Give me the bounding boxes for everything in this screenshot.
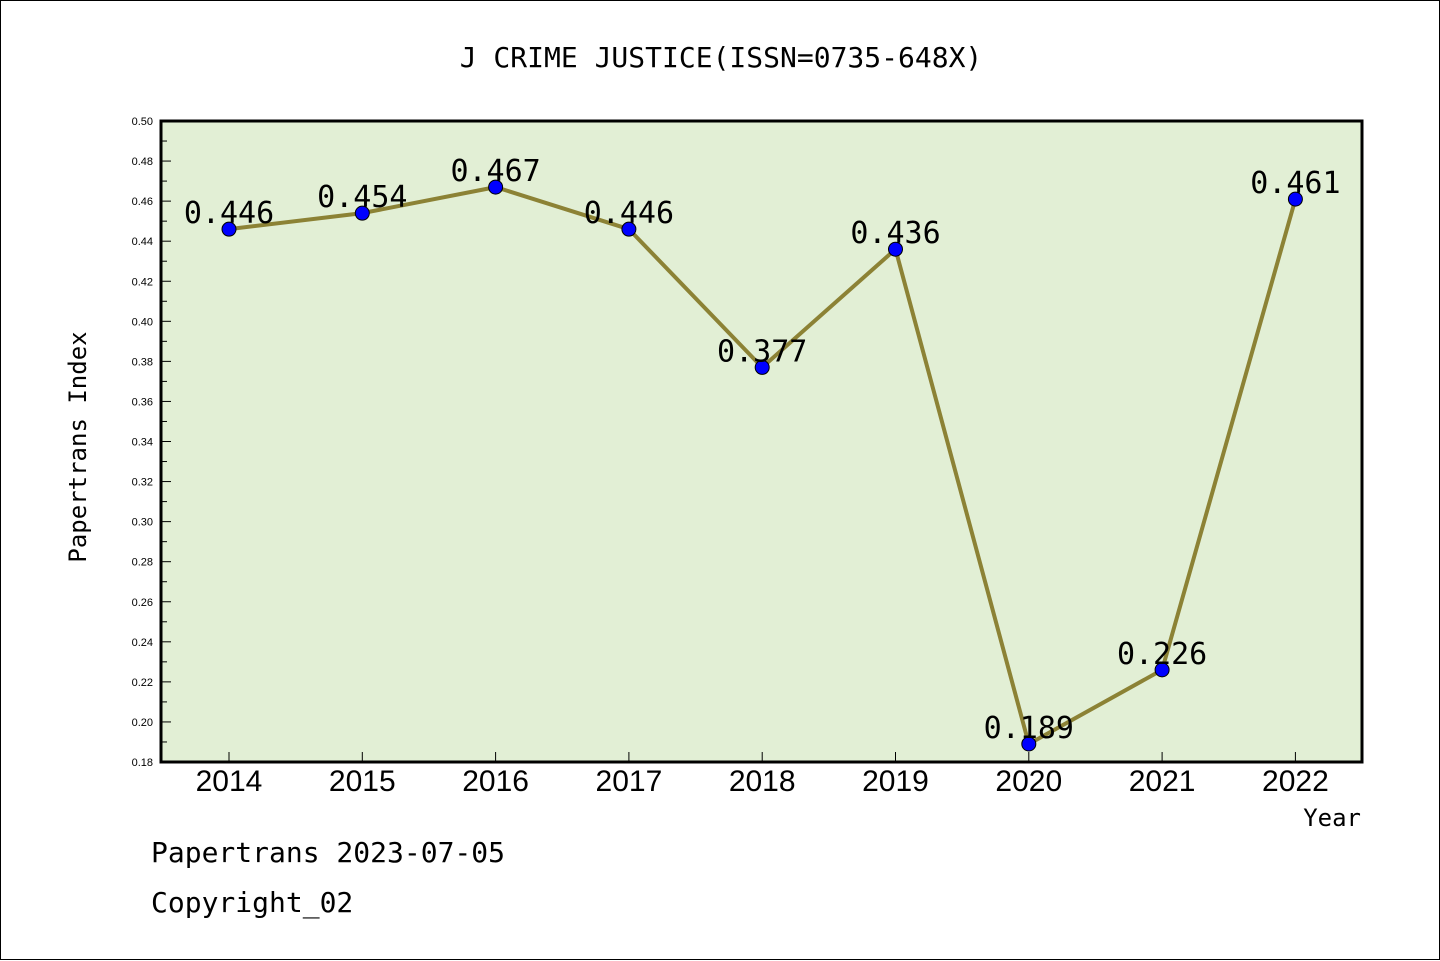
data-point [888, 241, 903, 257]
data-point [1287, 191, 1303, 207]
data-point [221, 221, 237, 237]
y-axis: 0.18 0.20 0.22 0.24 0.26 0.28 0.30 0.32 0.34 0.36… [132, 116, 171, 769]
y-tick-label: 0.34 [132, 437, 153, 449]
y-axis-label: Papertrans Index [64, 331, 92, 562]
footer-date: Papertrans 2023-07-05 [151, 836, 506, 869]
data-point [1021, 736, 1037, 752]
y-tick-label: 0.26 [132, 597, 153, 609]
x-axis: 2014 2015 2016 2017 2018 2019 2020 2021 2022 [196, 752, 1329, 798]
data-point [754, 359, 770, 375]
y-tick-label: 0.28 [132, 557, 153, 569]
x-tick-label: 2015 [329, 765, 396, 798]
y-tick-label: 0.50 [132, 116, 153, 128]
y-tick-label: 0.30 [132, 517, 153, 529]
data-point [621, 221, 637, 237]
data-label: 0.454 [317, 180, 407, 215]
y-tick-label: 0.20 [132, 717, 153, 729]
x-tick-label: 2021 [1129, 765, 1196, 798]
data-label: 0.436 [850, 216, 940, 251]
x-tick-label: 2014 [196, 765, 263, 798]
data-labels: 0.446 0.454 0.467 0.446 0.377 0.436 0.189 0.226… [184, 154, 1341, 746]
y-tick-label: 0.24 [132, 637, 153, 649]
data-label: 0.226 [1117, 637, 1207, 672]
x-tick-label: 2017 [596, 765, 663, 798]
data-point [1154, 662, 1170, 678]
x-tick-label: 2019 [862, 765, 929, 798]
footer-copyright: Copyright_02 [151, 886, 354, 919]
y-tick-label: 0.36 [132, 396, 153, 408]
data-label: 0.189 [984, 711, 1074, 746]
plot-area [159, 119, 1364, 764]
y-tick-label: 0.48 [132, 156, 153, 168]
data-point [354, 205, 370, 221]
data-markers [221, 179, 1303, 752]
x-tick-label: 2016 [462, 765, 529, 798]
y-tick-label: 0.22 [132, 677, 153, 689]
data-label: 0.467 [450, 154, 540, 189]
chart-title: J CRIME JUSTICE(ISSN=0735-648X) [460, 41, 983, 74]
data-point [488, 179, 504, 195]
x-axis-label: Year [1303, 804, 1361, 832]
y-tick-label: 0.42 [132, 276, 153, 288]
data-label: 0.377 [717, 334, 807, 369]
y-tick-label: 0.46 [132, 196, 153, 208]
data-label: 0.461 [1250, 166, 1340, 201]
y-tick-label: 0.44 [132, 236, 153, 248]
data-label: 0.446 [184, 196, 274, 231]
x-tick-label: 2022 [1262, 765, 1329, 798]
y-tick-label: 0.38 [132, 356, 153, 368]
x-tick-label: 2020 [995, 765, 1062, 798]
y-tick-label: 0.32 [132, 477, 153, 489]
x-tick-label: 2018 [729, 765, 796, 798]
y-tick-label: 0.40 [132, 316, 153, 328]
data-label: 0.446 [584, 196, 674, 231]
y-tick-label: 0.18 [132, 757, 153, 769]
